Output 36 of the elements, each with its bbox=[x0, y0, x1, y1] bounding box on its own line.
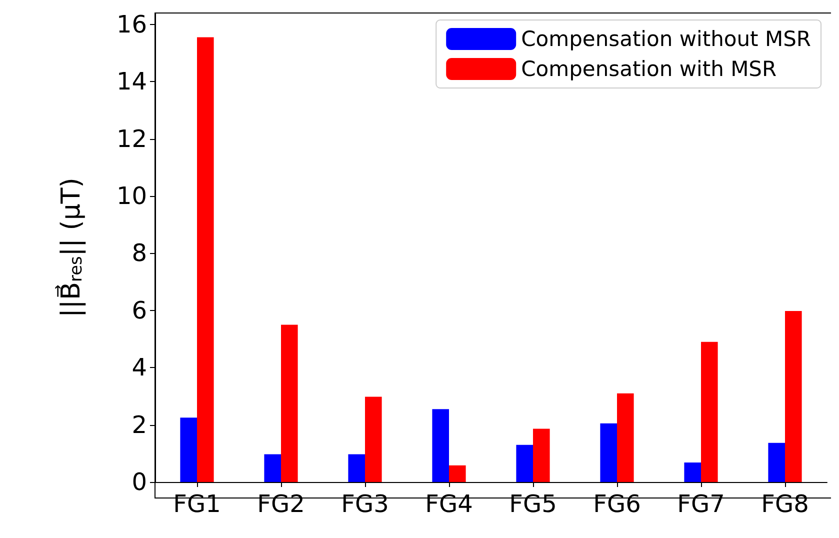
bar bbox=[348, 454, 365, 482]
bar bbox=[617, 393, 634, 482]
legend-label: Compensation with MSR bbox=[521, 57, 777, 81]
bar bbox=[768, 442, 785, 482]
y-tick-label: 4 bbox=[132, 354, 147, 382]
y-tick-label: 16 bbox=[116, 10, 147, 38]
bar bbox=[281, 324, 298, 482]
y-tick-label: 2 bbox=[132, 410, 147, 439]
y-tick-label: 10 bbox=[116, 182, 147, 210]
x-tick-label: FG8 bbox=[761, 490, 809, 518]
x-tick-label: FG2 bbox=[257, 490, 305, 518]
y-axis-title: ||B⃗res|| (μT) bbox=[54, 178, 86, 318]
bar bbox=[180, 418, 197, 482]
bar bbox=[432, 409, 449, 482]
bar bbox=[600, 423, 617, 482]
bar bbox=[785, 310, 802, 482]
bar bbox=[684, 462, 701, 482]
y-tick-label: 14 bbox=[116, 68, 147, 96]
bar bbox=[264, 454, 281, 482]
x-tick-label: FG7 bbox=[677, 490, 725, 518]
x-tick-label: FG3 bbox=[341, 490, 389, 518]
y-tick-label: 0 bbox=[132, 468, 147, 496]
x-tick-label: FG5 bbox=[509, 490, 557, 518]
bar bbox=[449, 465, 466, 482]
bar bbox=[516, 444, 533, 482]
y-tick-label: 8 bbox=[132, 239, 147, 268]
y-tick-label: 6 bbox=[132, 296, 147, 324]
y-tick-label: 12 bbox=[116, 124, 147, 153]
legend-label: Compensation without MSR bbox=[521, 27, 812, 51]
x-tick-label: FG1 bbox=[173, 490, 221, 518]
bar bbox=[701, 342, 718, 482]
x-tick-label: FG4 bbox=[425, 490, 473, 518]
x-tick-label: FG6 bbox=[593, 490, 641, 518]
bar bbox=[533, 428, 550, 482]
bar bbox=[197, 37, 214, 482]
bar bbox=[365, 396, 382, 482]
